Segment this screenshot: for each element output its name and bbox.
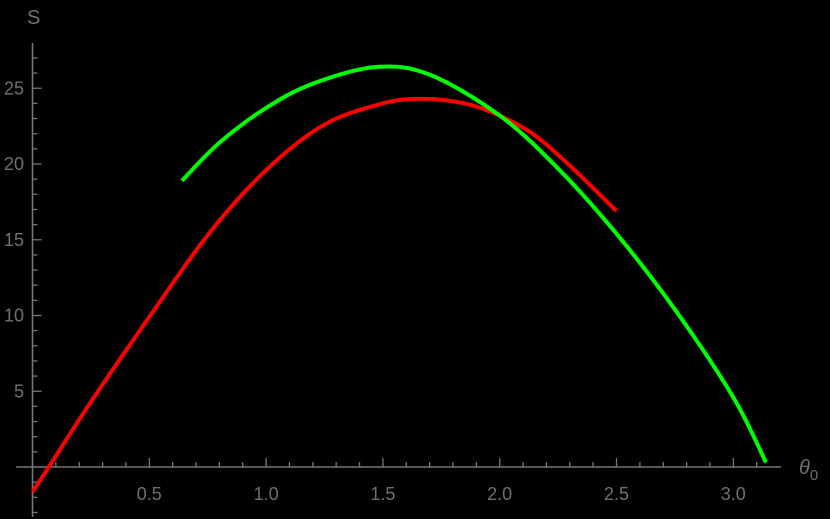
x-axis-label: θ0 — [799, 457, 818, 484]
x-tick-label: 1.0 — [254, 484, 279, 504]
y-tick-label: 10 — [4, 306, 24, 326]
y-tick-label: 15 — [4, 230, 24, 250]
green-curve — [180, 64, 768, 464]
x-tick-label: 1.5 — [370, 484, 395, 504]
y-axis-label: S — [27, 7, 40, 29]
x-tick-label: 2.0 — [487, 484, 512, 504]
x-tick-labels: 0.5 1.0 1.5 2.0 2.5 3.0 — [137, 484, 746, 504]
x-tick-label: 2.5 — [604, 484, 629, 504]
y-tick-label: 5 — [14, 381, 24, 401]
y-tick-label: 20 — [4, 154, 24, 174]
y-tick-labels: 5 10 15 20 25 — [4, 78, 24, 401]
plot-curves — [30, 64, 768, 494]
x-tick-label: 0.5 — [137, 484, 162, 504]
y-minor-ticks — [32, 57, 42, 514]
x-tick-label: 3.0 — [721, 484, 746, 504]
y-tick-label: 25 — [4, 78, 24, 98]
x-minor-ticks — [55, 458, 758, 467]
red-curve — [30, 96, 618, 494]
